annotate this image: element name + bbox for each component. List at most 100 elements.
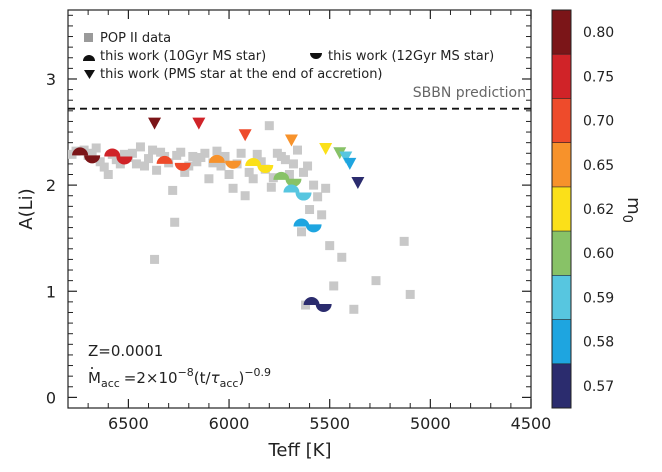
y-tick-label: 0 <box>46 388 56 407</box>
pop2-point <box>321 183 331 193</box>
ms-point <box>273 171 290 180</box>
pop2-point <box>256 157 266 167</box>
legend-ms12-symbol <box>310 53 322 59</box>
y-tick-label: 2 <box>46 176 56 195</box>
colorbar-label: 0.62 <box>583 202 614 218</box>
pms-point <box>238 129 252 142</box>
pop2-point <box>305 205 315 215</box>
pop2-point <box>99 162 109 172</box>
pop2-point <box>95 157 105 167</box>
formula-close: ) <box>238 369 244 387</box>
x-tick-label: 5000 <box>410 414 451 433</box>
colorbar-label: 0.60 <box>583 246 614 262</box>
formula-mdot: M <box>88 369 101 387</box>
pop2-point <box>313 192 323 202</box>
colorbar-label: 0.75 <box>583 69 614 85</box>
pop2-point <box>337 252 347 262</box>
formula-exp: −8 <box>178 366 194 379</box>
pop2-point <box>228 183 238 193</box>
pop2-point <box>284 170 294 180</box>
pop2-point <box>204 174 214 184</box>
pop2-point <box>91 143 101 153</box>
colorbar-segment <box>552 10 571 55</box>
model-pms-points <box>148 117 365 189</box>
pop2-point <box>266 182 276 192</box>
plot-frame <box>67 9 532 409</box>
legend-ms12-label: this work (12Gyr MS star) <box>328 49 494 64</box>
pop2-point <box>188 151 198 161</box>
ms-point <box>303 297 320 306</box>
pop2-point <box>240 191 250 201</box>
pms-point <box>343 157 357 170</box>
ms-point <box>305 224 322 233</box>
pop2-point <box>371 276 381 286</box>
pms-point <box>351 176 365 189</box>
pop2-point <box>236 148 246 158</box>
pop2-point <box>399 236 409 246</box>
colorbar-frame <box>551 9 572 409</box>
colorbar-label: 0.57 <box>583 379 614 395</box>
ms-point <box>285 178 302 187</box>
pms-point <box>284 134 298 147</box>
pop2-point <box>168 185 178 195</box>
ms-point <box>174 162 191 171</box>
y-tick-label: 1 <box>46 282 56 301</box>
pop2-point <box>150 254 160 264</box>
pop2-point <box>268 173 278 183</box>
colorbar-segment <box>552 319 571 364</box>
legend: POP II data this work (10Gyr MS star) th… <box>83 31 494 82</box>
ms-point <box>208 154 225 163</box>
pop2-point <box>288 159 298 169</box>
pop2-point <box>325 241 335 251</box>
formula-tau-sub: acc <box>220 377 239 390</box>
legend-ms10-label: this work (10Gyr MS star) <box>100 49 266 64</box>
colorbar-label: 0.70 <box>583 114 614 130</box>
formula-mdot-sub: acc <box>101 377 120 390</box>
svg-text:m0: m0 <box>619 197 644 223</box>
pop2-point <box>152 165 162 175</box>
legend-pop2-swatch <box>84 33 93 42</box>
colorbar-label: 0.80 <box>583 25 614 41</box>
colorbar-segment <box>552 275 571 320</box>
pms-point <box>319 143 333 156</box>
axis-ticks: 6500 6000 5500 5000 4500 0 1 2 3 <box>46 10 552 433</box>
pop2-point <box>87 148 97 158</box>
colorbar: 0.57 0.58 0.59 0.60 0.62 0.65 0.70 0.75 0.80 <box>552 10 614 408</box>
pop2-point <box>135 142 145 152</box>
colorbar-segment <box>552 363 571 408</box>
legend-pop2-label: POP II data <box>100 31 171 46</box>
colorbar-segment <box>552 142 571 187</box>
ms-point <box>156 155 173 164</box>
pop2-point <box>176 147 186 157</box>
colorbar-segment <box>552 54 571 99</box>
pop2-point <box>264 121 274 131</box>
sbbn-label: SBBN prediction <box>413 85 526 101</box>
pop2-point <box>329 281 339 291</box>
ms-point <box>257 164 274 173</box>
pop2-point <box>139 161 149 171</box>
ms-point <box>104 148 121 157</box>
pop2-point <box>317 210 327 220</box>
pms-point <box>339 151 353 164</box>
pop2-point <box>292 145 302 155</box>
colorbar-segment <box>552 231 571 276</box>
ms-point <box>293 218 310 227</box>
pms-point <box>148 117 162 130</box>
formula-tau: τ <box>211 369 221 387</box>
colorbar-title-main: m <box>623 197 644 215</box>
colorbar-label: 0.65 <box>583 158 614 174</box>
accretion-formula: Macc =2×10−8(t/τacc)−0.9 <box>88 366 271 390</box>
ms-point <box>283 184 300 193</box>
colorbar-segment <box>552 186 571 232</box>
colorbar-segment <box>552 98 571 143</box>
pop2-point <box>115 159 125 169</box>
pop2-point <box>349 304 359 314</box>
x-tick-label: 4500 <box>511 414 552 433</box>
pop2-points <box>68 121 415 314</box>
pms-point <box>192 117 206 130</box>
pop2-point <box>103 170 113 180</box>
pop2-point <box>405 289 415 299</box>
ms-point <box>116 156 133 165</box>
ms-point <box>84 155 101 164</box>
legend-pms-symbol <box>84 70 95 79</box>
